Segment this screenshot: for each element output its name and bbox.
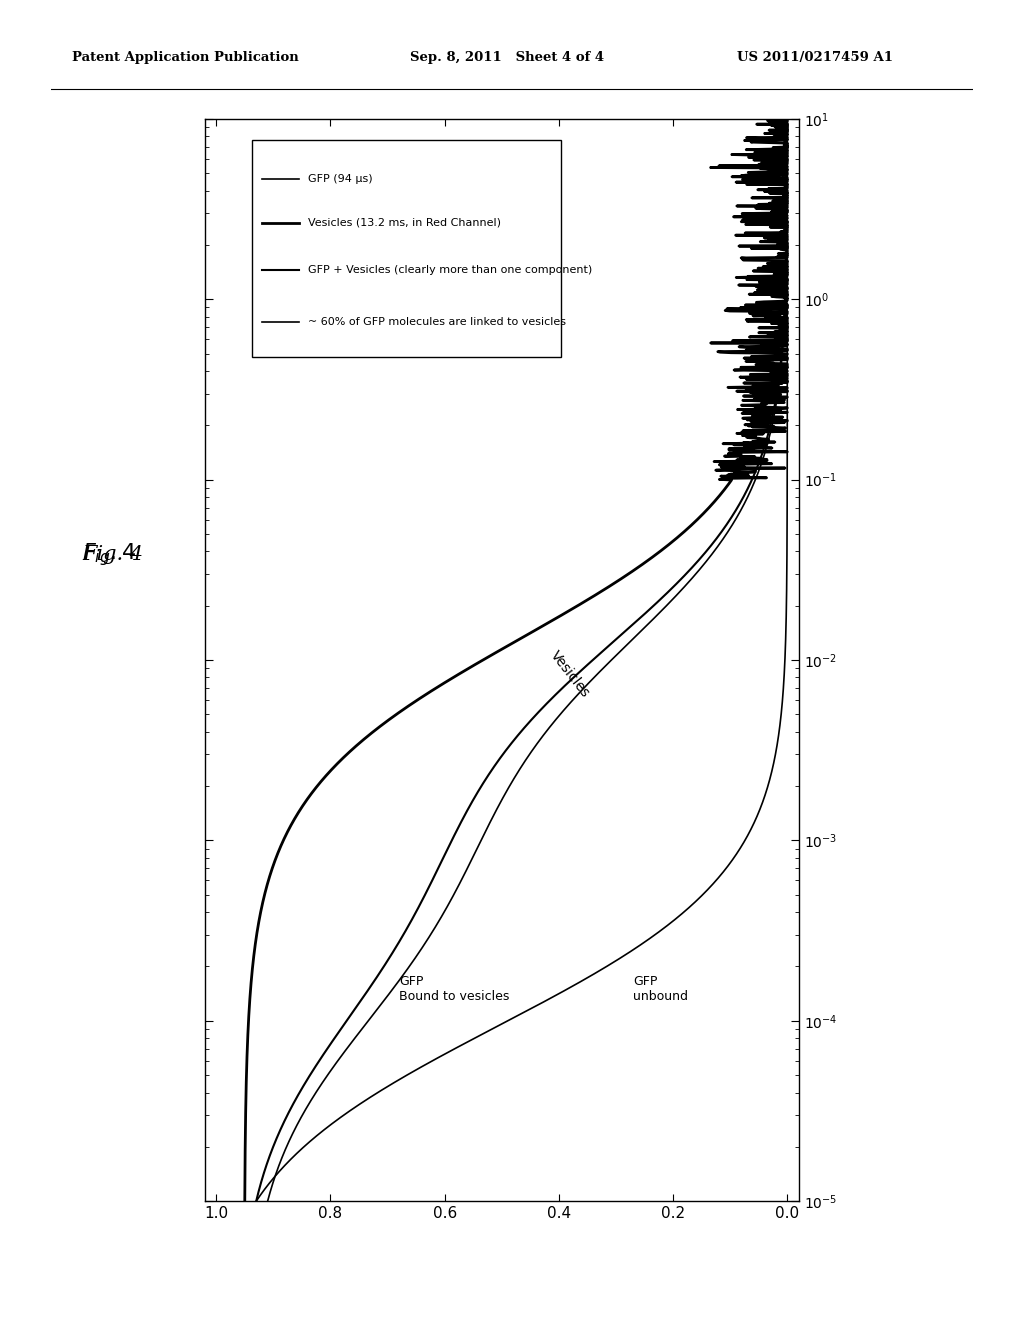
Text: GFP (94 μs): GFP (94 μs)	[308, 174, 373, 185]
Text: Fig. 4: Fig. 4	[82, 545, 143, 564]
Text: Vesicles (13.2 ms, in Red Channel): Vesicles (13.2 ms, in Red Channel)	[308, 218, 501, 228]
Text: GFP
unbound: GFP unbound	[633, 975, 688, 1003]
Text: Patent Application Publication: Patent Application Publication	[72, 51, 298, 63]
Text: ~ 60% of GFP molecules are linked to vesicles: ~ 60% of GFP molecules are linked to ves…	[308, 317, 566, 327]
Text: US 2011/0217459 A1: US 2011/0217459 A1	[737, 51, 893, 63]
Text: $F_{ig}.4$: $F_{ig}.4$	[82, 541, 136, 568]
Text: GFP + Vesicles (clearly more than one component): GFP + Vesicles (clearly more than one co…	[308, 265, 592, 276]
Text: Vesicles: Vesicles	[548, 648, 592, 700]
Text: GFP
Bound to vesicles: GFP Bound to vesicles	[399, 975, 509, 1003]
Text: Sep. 8, 2011   Sheet 4 of 4: Sep. 8, 2011 Sheet 4 of 4	[410, 51, 604, 63]
